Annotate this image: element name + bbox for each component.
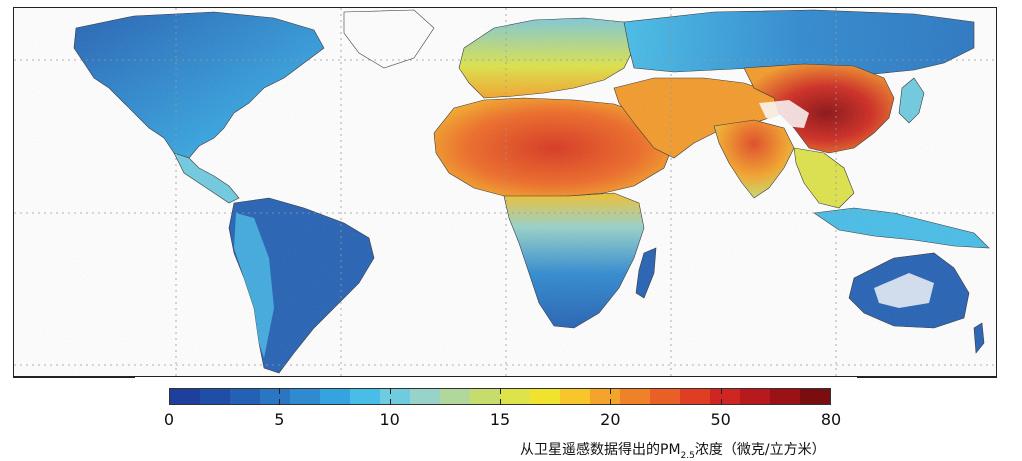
colorbar-segment <box>170 389 200 404</box>
colorbar-tick-label: 10 <box>379 410 400 429</box>
caption-suffix: 浓度（微克/立方米） <box>694 442 826 458</box>
colorbar-segment <box>470 389 500 404</box>
colorbar-segment <box>410 389 440 404</box>
colorbar-tick-mark <box>279 388 281 394</box>
colorbar-tick-mark <box>610 399 612 405</box>
graticule <box>14 8 996 376</box>
colorbar-segment <box>770 389 800 404</box>
colorbar-segment <box>740 389 770 404</box>
colorbar-tick-label: 80 <box>820 410 842 429</box>
colorbar-tick-label: 50 <box>710 410 731 429</box>
colorbar-segment <box>650 389 680 404</box>
colorbar-segment <box>260 389 290 404</box>
colorbar-tick-label: 20 <box>600 410 621 429</box>
colorbar-tick-mark <box>720 399 722 405</box>
colorbar-segment <box>530 389 560 404</box>
map-frame-bottom-right <box>857 377 997 378</box>
colorbar-tick-mark <box>500 388 501 394</box>
caption-text: 从卫星遥感数据得出的PM <box>520 442 681 458</box>
colorbar-segment <box>620 389 650 404</box>
colorbar-tick-label: 5 <box>274 410 285 429</box>
colorbar-segment <box>590 389 620 404</box>
world-map-frame <box>13 7 997 377</box>
colorbar-segment <box>440 389 470 404</box>
colorbar-segment <box>290 389 320 404</box>
colorbar-tick-mark <box>279 399 281 405</box>
colorbar-segment <box>200 389 230 404</box>
colorbar-tick-label: 15 <box>489 410 511 429</box>
colorbar-tick-mark <box>610 388 612 394</box>
colorbar-tick-mark <box>389 388 391 394</box>
colorbar-segment <box>710 389 740 404</box>
colorbar-segment <box>560 389 590 404</box>
caption-subscript: 2.5 <box>680 450 695 461</box>
colorbar-tick-mark <box>500 399 501 405</box>
colorbar-tick-mark <box>720 388 722 394</box>
colorbar-segment <box>800 389 830 404</box>
colorbar-segment <box>230 389 260 404</box>
texture-overlay <box>14 8 996 376</box>
map-frame-bottom-left <box>13 377 135 378</box>
world-map <box>14 8 996 376</box>
colorbar-caption: 从卫星遥感数据得出的PM2.5浓度（微克/立方米） <box>520 439 826 461</box>
colorbar-tick-mark <box>389 399 391 405</box>
colorbar-segment <box>350 389 380 404</box>
colorbar-tick-label: 0 <box>163 410 175 429</box>
colorbar-segment <box>500 389 530 404</box>
colorbar-segment <box>320 389 350 404</box>
colorbar-segment <box>680 389 710 404</box>
colorbar-segment <box>380 389 410 404</box>
